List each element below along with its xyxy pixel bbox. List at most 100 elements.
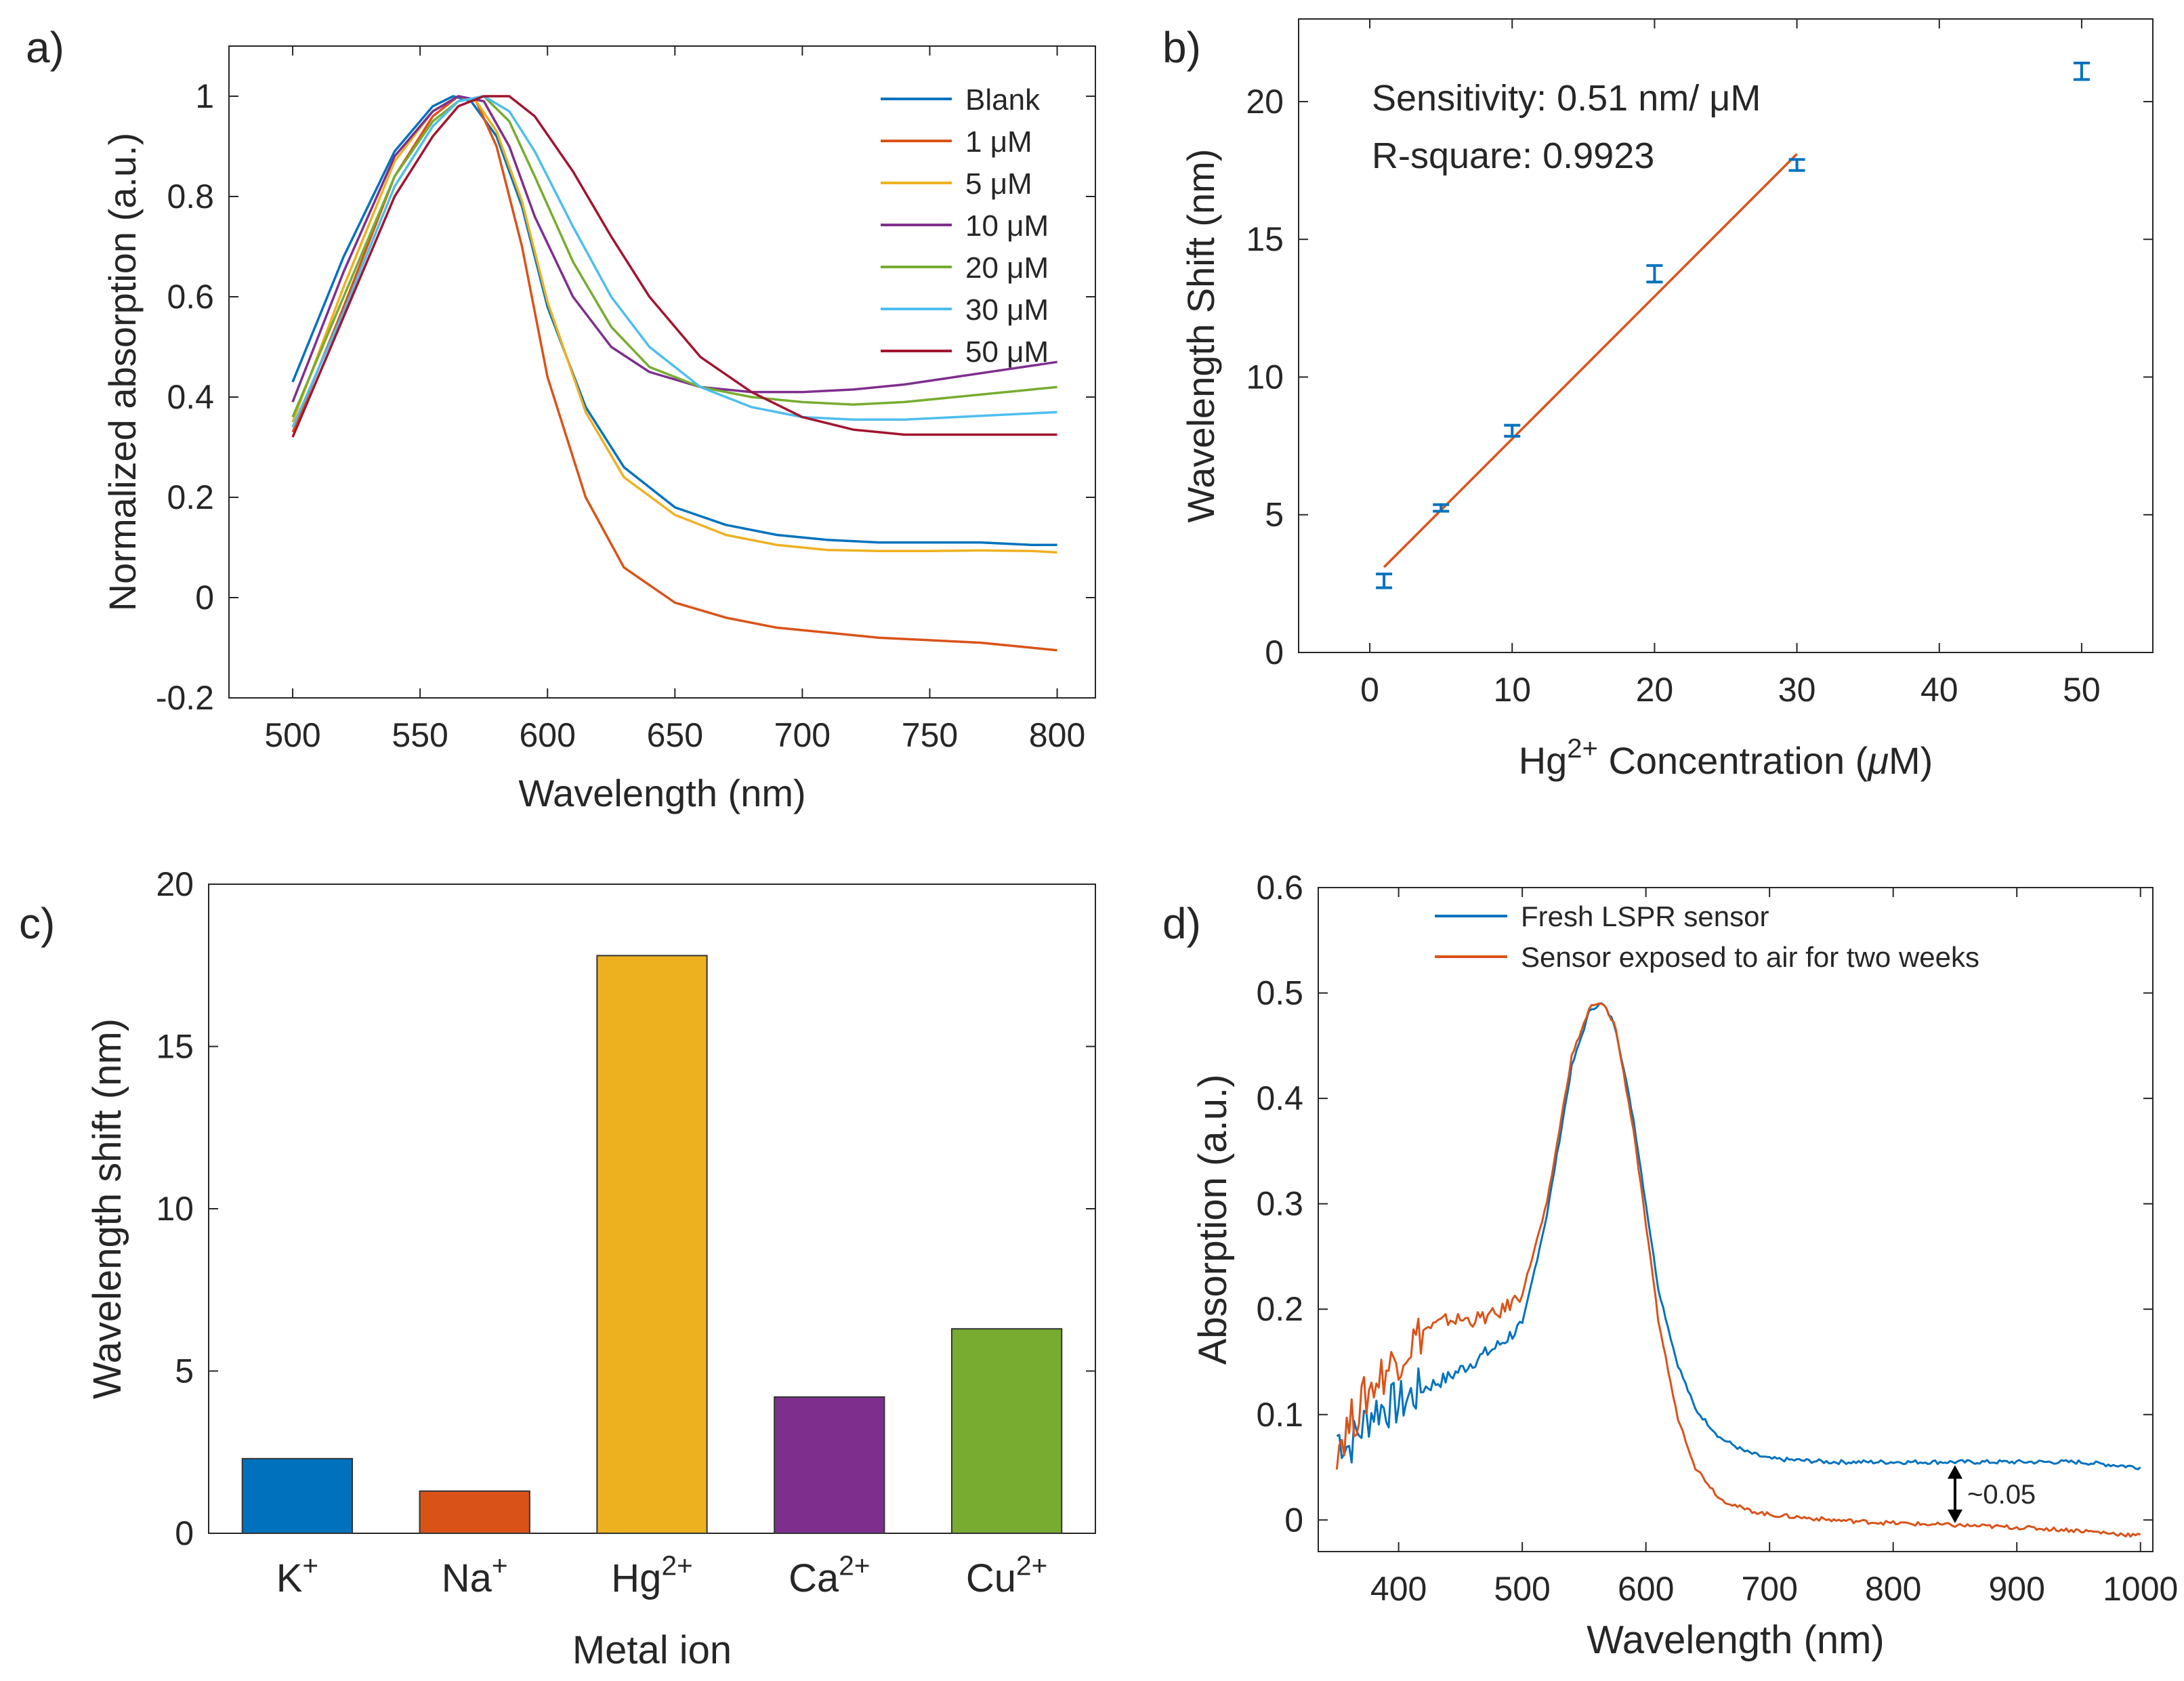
x-tick-label: 20 (1636, 671, 1674, 709)
y-axis-label: Absorption (a.u.) (1191, 1075, 1235, 1365)
x-tick-label: 50 (2063, 671, 2101, 709)
category-label-3: Ca2+ (789, 1550, 870, 1600)
x-axis-label-mu: μ (1866, 739, 1889, 782)
legend-label-0: Blank (965, 83, 1041, 117)
panel-d-chart: d) 400 500 600 700 800 900 1000 0 0.1 0.2 0.3 0.4 0.5… (1162, 869, 2178, 1662)
bar-0 (241, 1457, 354, 1535)
y-tick-label: 10 (1246, 358, 1284, 396)
x-axis-label: Wavelength (nm) (1587, 1618, 1884, 1662)
fit-line (1383, 152, 1798, 568)
x-axis-label: Hg2+ Concentration (μM) (1519, 734, 1933, 782)
category-label-0-sup: + (302, 1550, 318, 1581)
bar-3 (774, 1396, 885, 1535)
series-line-1 (1335, 1002, 2141, 1538)
panel-b-chart: b) 0 10 20 30 40 50 0 5 10 15 20 Sensitivity: 0.51 n… (1162, 18, 2154, 782)
legend-label-6: 50 μM (965, 335, 1049, 369)
x-axis-label: Wavelength (nm) (518, 772, 805, 814)
category-label-4-sup: 2+ (1016, 1550, 1047, 1581)
x-tick-label: 0 (1360, 671, 1379, 709)
panel-label: a) (26, 23, 64, 72)
x-tick-label: 750 (902, 716, 958, 754)
y-tick-label: 5 (175, 1352, 194, 1390)
x-axis-label-part: Hg (1519, 739, 1568, 782)
annotation-difference: ~0.05 (1967, 1480, 2036, 1510)
legend-label-5: 30 μM (965, 293, 1049, 327)
y-tick-label: 0.5 (1256, 974, 1303, 1012)
y-tick-label: 0.6 (167, 278, 214, 316)
x-tick-label: 500 (264, 716, 320, 754)
series-line-0 (1336, 1002, 2141, 1470)
y-tick-label: 0.2 (167, 478, 214, 516)
y-tick-label: 0 (1284, 1501, 1303, 1539)
annotation-rsquare: R-square: 0.9923 (1372, 136, 1654, 176)
x-tick-label: 1000 (2103, 1570, 2178, 1608)
category-label-1-base: Na (442, 1556, 492, 1600)
plot-frame (1318, 887, 2154, 1552)
bar-1 (419, 1490, 530, 1534)
plot-frame (1298, 18, 2154, 653)
plot-frame (228, 45, 1096, 699)
y-tick-label: 0.4 (167, 378, 214, 416)
y-axis-label: Wavelength Shift (nm) (1179, 149, 1222, 523)
x-axis-label-sup: 2+ (1567, 734, 1598, 764)
category-label-2-sup: 2+ (661, 1550, 692, 1581)
y-tick-label: -0.2 (156, 679, 214, 717)
y-tick-label: 20 (1246, 83, 1284, 121)
x-tick-label: 650 (647, 716, 703, 754)
annotation-sensitivity: Sensitivity: 0.51 nm/ μM (1372, 78, 1761, 119)
category-label-0-base: K (276, 1556, 303, 1600)
x-tick-label: 600 (520, 716, 576, 754)
y-tick-label: 0 (175, 1514, 194, 1552)
bar-4 (950, 1328, 1063, 1534)
x-tick-label: 550 (392, 716, 448, 754)
y-tick-label: 0 (195, 579, 214, 617)
y-tick-label: 0.8 (167, 178, 214, 215)
category-label-4: Cu2+ (966, 1550, 1047, 1600)
x-tick-label: 500 (1494, 1570, 1550, 1608)
category-label-2: Hg2+ (611, 1550, 692, 1600)
y-tick-label: 0.2 (1256, 1290, 1303, 1328)
panel-label: c) (19, 899, 55, 948)
category-label-3-sup: 2+ (839, 1550, 870, 1581)
x-tick-label: 30 (1778, 671, 1816, 709)
y-axis-label: Wavelength shift (nm) (85, 1018, 129, 1399)
bar-2 (596, 955, 708, 1534)
legend-label-1: Sensor exposed to air for two weeks (1521, 941, 1979, 973)
category-label-3-base: Ca (789, 1556, 839, 1600)
category-label-2-base: Hg (611, 1556, 661, 1600)
series-line-4 (291, 95, 1057, 418)
category-label-1-sup: + (492, 1550, 508, 1581)
x-tick-label: 700 (774, 716, 831, 754)
y-tick-label: 10 (156, 1190, 194, 1228)
y-tick-label: 1 (195, 77, 214, 115)
x-tick-label: 400 (1370, 1570, 1427, 1608)
y-tick-label: 5 (1265, 496, 1284, 534)
legend-label-3: 10 μM (965, 209, 1049, 243)
y-tick-label: 15 (156, 1028, 194, 1066)
y-tick-label: 0.1 (1256, 1396, 1303, 1434)
x-tick-label: 800 (1865, 1570, 1921, 1608)
y-tick-label: 0 (1265, 634, 1284, 671)
x-tick-label: 10 (1493, 671, 1531, 709)
annotation-arrow-head-up (1947, 1465, 1962, 1479)
y-tick-label: 0.6 (1256, 869, 1303, 907)
y-tick-label: 20 (156, 865, 194, 903)
panel-label: d) (1162, 899, 1201, 948)
x-axis-label-part: M) (1889, 739, 1933, 782)
y-tick-label: 0.3 (1256, 1185, 1303, 1223)
x-axis-label-part: Concentration ( (1598, 739, 1868, 782)
legend-label-4: 20 μM (965, 251, 1049, 285)
category-label-4-base: Cu (966, 1556, 1016, 1600)
panel-label: b) (1162, 23, 1201, 72)
annotation-arrow-head-down (1947, 1510, 1962, 1523)
series-line-1 (291, 95, 1057, 652)
legend-label-2: 5 μM (965, 167, 1032, 201)
category-label-0: K+ (276, 1550, 318, 1600)
y-axis-label: Normalized absorption (a.u.) (101, 133, 144, 612)
series-line-5 (291, 95, 1057, 428)
x-tick-label: 800 (1029, 716, 1085, 754)
legend-label-0: Fresh LSPR sensor (1521, 900, 1769, 932)
x-tick-label: 900 (1989, 1570, 2045, 1608)
category-label-1: Na+ (442, 1550, 508, 1600)
